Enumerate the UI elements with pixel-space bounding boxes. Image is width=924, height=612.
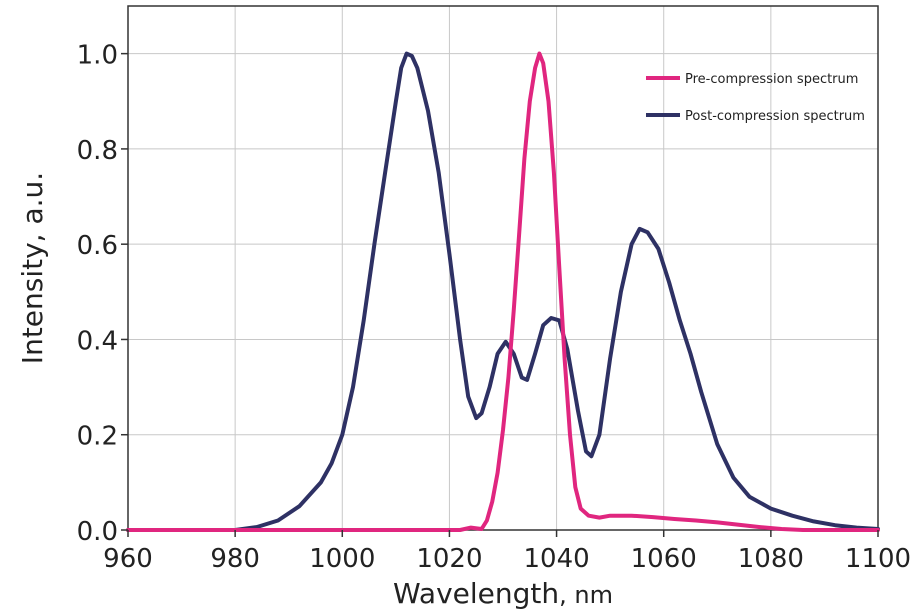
x-axis-unit: , nm: [559, 581, 613, 609]
legend-entry-label: Post-compression spectrum: [685, 109, 865, 124]
y-tick-label: 0.4: [77, 326, 118, 356]
legend-entry-label: Pre-compression spectrum: [685, 72, 858, 87]
x-tick-label: 1080: [738, 544, 804, 574]
x-axis-label: Wavelength: [393, 577, 559, 610]
x-tick-label: 1060: [631, 544, 697, 574]
series-layer: [126, 51, 880, 532]
x-axis-ticks: 960 980 1000 1020 1040 1060 1080 1100: [103, 530, 911, 574]
x-tick-label: 1000: [309, 544, 375, 574]
y-tick-label: 0.6: [77, 231, 118, 261]
y-axis-title: Intensity, a.u.: [16, 172, 49, 364]
y-tick-label: 0.2: [77, 422, 118, 452]
series-line-pre-compression-spectrum: [126, 51, 880, 532]
y-tick-label: 1.0: [77, 41, 118, 71]
x-tick-label: 1100: [845, 544, 911, 574]
legend: Pre-compression spectrum Post-compression…: [646, 72, 865, 124]
x-tick-label: 960: [103, 544, 153, 574]
y-tick-label: 0.8: [77, 136, 118, 166]
y-axis-ticks: 0.0 0.2 0.4 0.6 0.8 1.0: [77, 41, 128, 547]
plot-frame: [127, 5, 879, 531]
x-tick-label: 1020: [416, 544, 482, 574]
x-tick-label: 980: [210, 544, 260, 574]
x-tick-label: 1040: [523, 544, 589, 574]
series-line-post-compression-spectrum: [126, 51, 880, 532]
y-tick-label: 0.0: [77, 517, 118, 547]
x-axis-title: Wavelength, nm: [393, 577, 613, 610]
